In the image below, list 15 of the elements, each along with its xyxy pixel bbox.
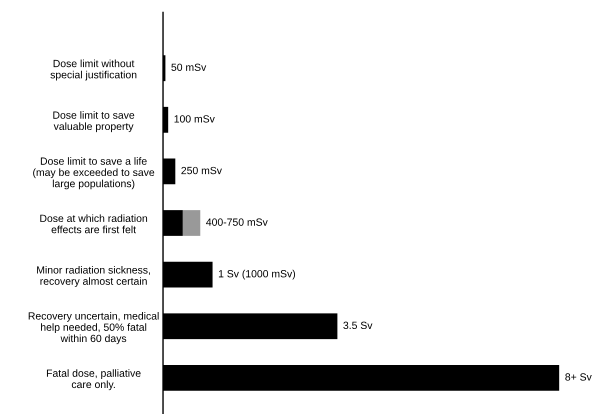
- text: 8+ Sv: [565, 373, 592, 381]
- y-tick-label: Fatal dose, palliative care only.: [46, 369, 141, 390]
- text: 3.5 Sv: [343, 322, 372, 330]
- text: 400-750 mSv: [206, 218, 268, 226]
- y-tick-label: Dose limit to save a life (may be exceeded to save large populations): [33, 157, 154, 190]
- y-tick-label: Dose limit to save valuable property: [53, 111, 134, 132]
- text: 100 mSv: [174, 115, 215, 123]
- bar: [182, 210, 200, 236]
- y-tick-label: Minor radiation sickness, recovery almost certain: [37, 266, 150, 287]
- text: 250 mSv: [181, 166, 222, 174]
- y-tick-label: Recovery uncertain, medical help needed, 50% fatal within 60 days: [28, 312, 159, 344]
- y-tick-label: Dose at which radiation effects are first felt: [40, 214, 148, 234]
- text: 1 Sv (1000 mSv): [218, 270, 296, 280]
- y-tick-label: Dose limit without special justification: [50, 60, 136, 80]
- text: 50 mSv: [171, 64, 206, 71]
